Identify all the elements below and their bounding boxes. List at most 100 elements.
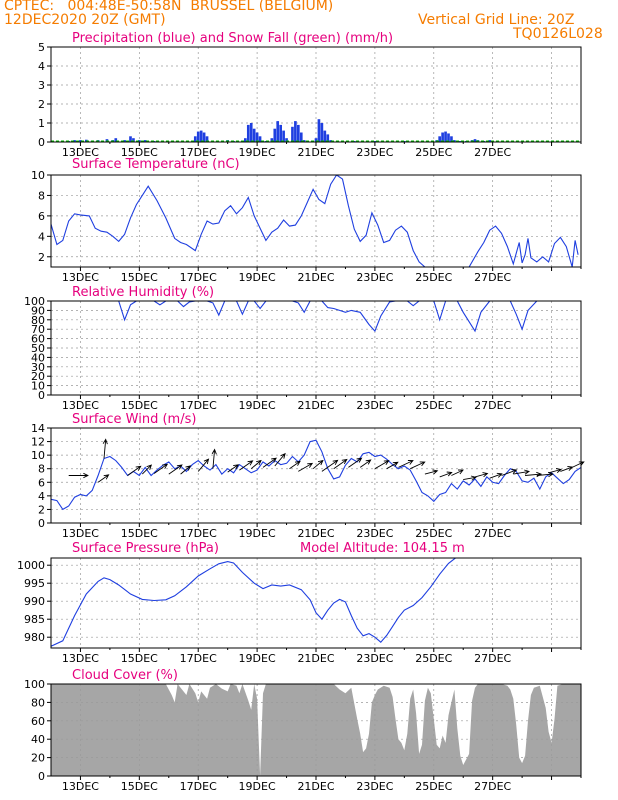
- wind-arrow: [348, 457, 363, 468]
- wind-arrow: [289, 460, 301, 470]
- precip-bar: [279, 124, 282, 142]
- y-tick-label: 70: [31, 323, 45, 336]
- x-tick-label: 17DEC: [180, 271, 217, 284]
- wind-arrow: [274, 452, 286, 467]
- x-tick-label: 23DEC: [356, 399, 393, 412]
- y-tick-label: 1000: [17, 559, 45, 572]
- wind-arrow: [410, 461, 426, 470]
- y-tick-label: 100: [24, 295, 45, 308]
- x-tick-label: 25DEC: [415, 527, 452, 540]
- x-tick-label: 27DEC: [474, 146, 511, 159]
- precip-bar: [444, 131, 447, 142]
- y-tick-label: 12: [31, 436, 45, 449]
- header-grid-line: Vertical Grid Line: 20Z: [418, 12, 575, 28]
- x-tick-label: 13DEC: [62, 399, 99, 412]
- precip-bar: [249, 123, 253, 142]
- y-tick-label: 4: [38, 230, 45, 243]
- y-tick-label: 1: [38, 117, 45, 130]
- y-tick-label: 8: [38, 463, 45, 476]
- wind-arrow: [572, 461, 585, 468]
- y-tick-label: 14: [31, 422, 45, 435]
- x-tick-label: 25DEC: [415, 780, 452, 793]
- y-tick-label: 10: [31, 169, 45, 182]
- y-tick-label: 90: [31, 304, 45, 317]
- wind-arrow: [97, 474, 110, 483]
- precip-bar: [132, 138, 135, 142]
- wind-arrow: [141, 464, 153, 475]
- precip-bar: [314, 138, 318, 142]
- x-tick-label: 27DEC: [474, 399, 511, 412]
- x-tick-label: 19DEC: [239, 271, 276, 284]
- y-tick-label: 6: [38, 476, 45, 489]
- x-tick-label: 27DEC: [474, 271, 511, 284]
- precip-bar: [473, 139, 477, 142]
- x-tick-label: 15DEC: [121, 271, 158, 284]
- y-tick-label: 0: [38, 770, 45, 783]
- y-tick-label: 60: [31, 333, 45, 346]
- precip-bar: [138, 140, 141, 142]
- precip-bar: [323, 130, 327, 142]
- x-tick-label: 19DEC: [239, 780, 276, 793]
- x-tick-label: 21DEC: [297, 527, 334, 540]
- wind-arrow: [474, 472, 489, 478]
- y-tick-label: 990: [24, 595, 45, 608]
- x-tick-label: 25DEC: [415, 399, 452, 412]
- y-tick-label: 50: [31, 342, 45, 355]
- precip-bar: [282, 130, 285, 142]
- x-tick-label: 17DEC: [180, 652, 217, 665]
- precip-bar: [129, 136, 132, 142]
- precip-bar: [273, 128, 277, 142]
- y-tick-label: 4: [38, 490, 45, 503]
- wind-arrow: [227, 464, 240, 473]
- precip-bar: [441, 132, 444, 142]
- precip-bar: [196, 131, 200, 142]
- wind-arrow: [211, 448, 217, 469]
- panel-2: [47, 174, 582, 271]
- y-tick-label: 30: [31, 361, 45, 374]
- x-tick-label: 13DEC: [62, 527, 99, 540]
- header-run-time: 12DEC2020 20Z (GMT): [4, 12, 166, 28]
- panel-title: Cloud Cover (%): [72, 668, 178, 683]
- panel-title: Surface Wind (m/s): [72, 412, 196, 427]
- wind-arrow: [501, 469, 518, 476]
- y-tick-label: 0: [38, 517, 45, 530]
- wind-arrow: [398, 460, 414, 468]
- y-tick-label: 2: [38, 503, 45, 516]
- x-tick-label: 27DEC: [474, 652, 511, 665]
- wind-arrow: [548, 468, 563, 474]
- wind-arrow: [463, 475, 477, 481]
- y-tick-label: 20: [31, 370, 45, 383]
- wind-arrow: [386, 461, 399, 470]
- x-tick-label: 17DEC: [180, 780, 217, 793]
- precip-bar: [143, 140, 147, 142]
- y-tick-label: 3: [38, 79, 45, 92]
- y-tick-label: 2: [38, 98, 45, 111]
- y-tick-label: 0: [38, 136, 45, 149]
- y-tick-label: 80: [31, 314, 45, 327]
- precip-bar: [252, 128, 256, 142]
- x-tick-label: 13DEC: [62, 271, 99, 284]
- wind-arrow: [333, 458, 348, 470]
- y-tick-label: 985: [24, 613, 45, 626]
- y-tick-label: 10: [31, 380, 45, 393]
- precip-bar: [438, 136, 441, 142]
- precip-bar: [302, 140, 306, 142]
- header-station: CPTEC: 004:48E-50:58N BRUSSEL (BELGIUM): [4, 0, 334, 14]
- x-tick-label: 21DEC: [297, 399, 334, 412]
- y-tick-label: 40: [31, 351, 45, 364]
- x-tick-label: 25DEC: [415, 271, 452, 284]
- panel-title: Surface Temperature (nC): [72, 157, 240, 172]
- x-tick-label: 19DEC: [239, 146, 276, 159]
- precip-bar: [114, 138, 118, 142]
- wind-arrow: [359, 459, 372, 468]
- wind-arrow: [168, 464, 183, 475]
- precip-bar: [450, 136, 453, 142]
- precip-bar: [294, 121, 297, 142]
- x-tick-label: 15DEC: [121, 780, 158, 793]
- wind-arrow: [312, 459, 324, 470]
- x-tick-label: 23DEC: [356, 780, 393, 793]
- x-tick-label: 23DEC: [356, 527, 393, 540]
- wind-arrow: [513, 469, 531, 475]
- wind-arrow: [180, 465, 192, 475]
- x-tick-label: 17DEC: [180, 146, 217, 159]
